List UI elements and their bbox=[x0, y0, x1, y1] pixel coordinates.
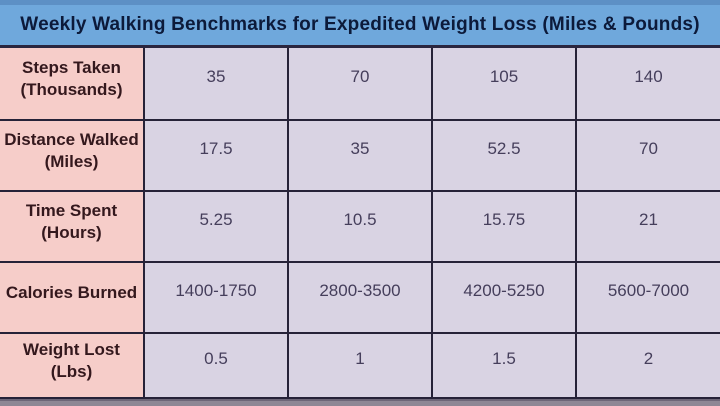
cell-weight-4: 2 bbox=[575, 332, 720, 399]
row-header-calories: Calories Burned bbox=[0, 261, 145, 334]
top-border-strip bbox=[0, 0, 720, 5]
cell-calories-4: 5600-7000 bbox=[575, 261, 720, 334]
cell-calories-2: 2800-3500 bbox=[287, 261, 433, 334]
table-title: Weekly Walking Benchmarks for Expedited … bbox=[0, 5, 720, 48]
row-header-time: Time Spent (Hours) bbox=[0, 190, 145, 263]
cell-distance-3: 52.5 bbox=[431, 119, 577, 192]
table-row-time: Time Spent (Hours) 5.25 10.5 15.75 21 bbox=[0, 190, 720, 263]
cell-distance-2: 35 bbox=[287, 119, 433, 192]
walking-benchmarks-table: Steps Taken (Thousands) 35 70 105 140 Di… bbox=[0, 48, 720, 399]
table-row-calories: Calories Burned 1400-1750 2800-3500 4200… bbox=[0, 261, 720, 334]
table-row-distance: Distance Walked (Miles) 17.5 35 52.5 70 bbox=[0, 119, 720, 192]
cell-weight-1: 0.5 bbox=[143, 332, 289, 399]
cell-steps-3: 105 bbox=[431, 48, 577, 121]
cell-weight-2: 1 bbox=[287, 332, 433, 399]
cell-calories-1: 1400-1750 bbox=[143, 261, 289, 334]
cell-distance-1: 17.5 bbox=[143, 119, 289, 192]
cell-steps-1: 35 bbox=[143, 48, 289, 121]
cell-steps-4: 140 bbox=[575, 48, 720, 121]
table-title-text: Weekly Walking Benchmarks for Expedited … bbox=[20, 14, 700, 35]
bottom-border-strip bbox=[0, 399, 720, 406]
table-row-weight: Weight Lost (Lbs) 0.5 1 1.5 2 bbox=[0, 332, 720, 399]
cell-calories-3: 4200-5250 bbox=[431, 261, 577, 334]
table-row-steps: Steps Taken (Thousands) 35 70 105 140 bbox=[0, 48, 720, 121]
cell-distance-4: 70 bbox=[575, 119, 720, 192]
cell-weight-3: 1.5 bbox=[431, 332, 577, 399]
row-header-steps: Steps Taken (Thousands) bbox=[0, 48, 145, 121]
cell-steps-2: 70 bbox=[287, 48, 433, 121]
cell-time-2: 10.5 bbox=[287, 190, 433, 263]
row-header-distance: Distance Walked (Miles) bbox=[0, 119, 145, 192]
cell-time-1: 5.25 bbox=[143, 190, 289, 263]
cell-time-4: 21 bbox=[575, 190, 720, 263]
cell-time-3: 15.75 bbox=[431, 190, 577, 263]
row-header-weight: Weight Lost (Lbs) bbox=[0, 332, 145, 399]
